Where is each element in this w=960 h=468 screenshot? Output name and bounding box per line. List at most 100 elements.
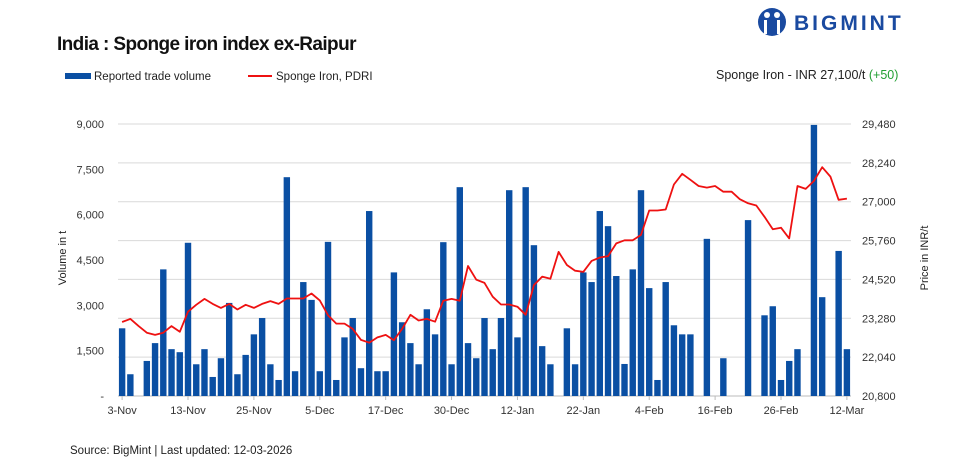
x-tick-label: 12-Jan xyxy=(501,405,535,417)
volume-bar xyxy=(777,379,785,396)
volume-bar xyxy=(440,242,447,396)
volume-bar xyxy=(621,363,628,396)
volume-bar xyxy=(258,318,266,396)
volume-bar xyxy=(423,309,431,396)
volume-bar xyxy=(431,334,439,396)
volume-bar xyxy=(217,358,225,396)
volume-bar xyxy=(473,358,480,396)
x-tick-label: 4-Feb xyxy=(635,405,664,417)
volume-bar xyxy=(242,354,249,396)
right-tick-label: 23,280 xyxy=(862,313,896,325)
volume-bar xyxy=(267,364,274,396)
x-tick-label: 13-Nov xyxy=(170,405,206,417)
left-tick-label: 7,500 xyxy=(76,164,104,176)
volume-bar xyxy=(151,343,159,396)
volume-bar xyxy=(415,364,422,396)
volume-bar xyxy=(604,226,612,396)
volume-bar xyxy=(654,379,661,396)
volume-bar xyxy=(225,302,233,396)
volume-bar xyxy=(382,371,389,396)
source-note: Source: BigMint | Last updated: 12-03-20… xyxy=(70,445,292,457)
volume-bar xyxy=(506,190,513,396)
volume-bar xyxy=(563,328,571,396)
volume-bar xyxy=(613,276,620,396)
volume-bar xyxy=(291,371,299,396)
volume-bar xyxy=(374,371,381,396)
volume-bar xyxy=(398,322,406,396)
volume-bar xyxy=(184,242,192,396)
legend-label-volume: Reported trade volume xyxy=(94,71,211,83)
volume-bar xyxy=(818,297,826,396)
volume-bar xyxy=(456,187,463,396)
volume-bar xyxy=(349,318,356,396)
volume-bar xyxy=(571,364,579,396)
volume-bar xyxy=(407,343,414,396)
left-tick-label: 6,000 xyxy=(76,210,104,222)
volume-bar xyxy=(324,241,332,396)
current-price: Sponge Iron - INR 27,100/t (+50) xyxy=(716,68,898,82)
volume-bar xyxy=(687,334,694,396)
right-tick-label: 24,520 xyxy=(862,274,896,286)
volume-bar xyxy=(275,379,282,396)
right-tick-label: 28,240 xyxy=(862,158,896,170)
x-tick-label: 22-Jan xyxy=(567,405,601,417)
volume-bar xyxy=(481,318,488,396)
x-tick-label: 12-Mar xyxy=(829,405,864,417)
volume-bar xyxy=(530,245,538,396)
volume-bar xyxy=(843,349,851,396)
volume-bar xyxy=(538,346,546,396)
price-line-group xyxy=(121,166,848,344)
right-tick-label: 29,480 xyxy=(862,119,896,131)
volume-bar xyxy=(489,349,496,396)
volume-bar xyxy=(333,379,340,396)
right-tick-label: 20,800 xyxy=(862,391,896,403)
volume-bar xyxy=(283,177,291,396)
volume-bar xyxy=(761,315,768,396)
left-tick-label: 9,000 xyxy=(76,119,104,131)
volume-bar xyxy=(300,282,307,396)
x-axis-ticks: 3-Nov 13-Nov 25-Nov 5-Dec 17-Dec 30-Dec 12-Jan… xyxy=(107,396,865,417)
volume-bar xyxy=(341,337,348,396)
left-tick-label: 4,500 xyxy=(76,255,104,267)
volume-bar xyxy=(637,190,645,396)
right-tick-label: 27,000 xyxy=(862,197,896,209)
volume-bar xyxy=(365,211,373,396)
left-tick-label: - xyxy=(100,391,104,403)
volume-bar xyxy=(308,299,315,396)
volume-bar xyxy=(514,337,521,396)
chart-title: India : Sponge iron index ex-Raipur xyxy=(57,34,357,55)
volume-bar xyxy=(662,282,669,396)
volume-bar xyxy=(234,374,241,396)
volume-bar xyxy=(720,358,727,396)
price-line xyxy=(121,166,848,344)
volume-bar xyxy=(201,349,208,396)
x-tick-label: 3-Nov xyxy=(107,405,137,417)
left-tick-label: 3,000 xyxy=(76,300,104,312)
legend: Reported trade volume Sponge Iron, PDRI xyxy=(65,71,373,83)
left-axis-title: Volume in t xyxy=(57,231,69,285)
volume-bar xyxy=(794,349,801,396)
logo-text: BIGMINT xyxy=(794,12,904,35)
x-tick-label: 16-Feb xyxy=(698,405,733,417)
volume-bar xyxy=(522,187,529,396)
volume-bar xyxy=(678,334,686,396)
volume-bar xyxy=(497,318,505,396)
logo-icon xyxy=(758,8,786,36)
x-tick-label: 25-Nov xyxy=(236,405,272,417)
volume-bar xyxy=(835,250,842,396)
bigmint-logo: BIGMINT xyxy=(758,8,904,36)
volume-bar xyxy=(316,371,323,396)
volume-bar xyxy=(118,328,126,396)
x-tick-label: 5-Dec xyxy=(305,405,335,417)
right-tick-label: 25,760 xyxy=(862,236,896,248)
right-axis-title: Price in INR/t xyxy=(919,226,931,291)
price-label: Sponge Iron - INR 27,100/t xyxy=(716,68,869,82)
x-tick-label: 26-Feb xyxy=(764,405,799,417)
volume-bar xyxy=(703,238,711,396)
volume-bar xyxy=(744,220,752,396)
volume-bar xyxy=(646,288,653,396)
legend-label-price: Sponge Iron, PDRI xyxy=(276,71,373,83)
legend-swatch-volume xyxy=(65,73,91,79)
volume-bar xyxy=(176,352,183,396)
volume-bar xyxy=(193,364,200,396)
